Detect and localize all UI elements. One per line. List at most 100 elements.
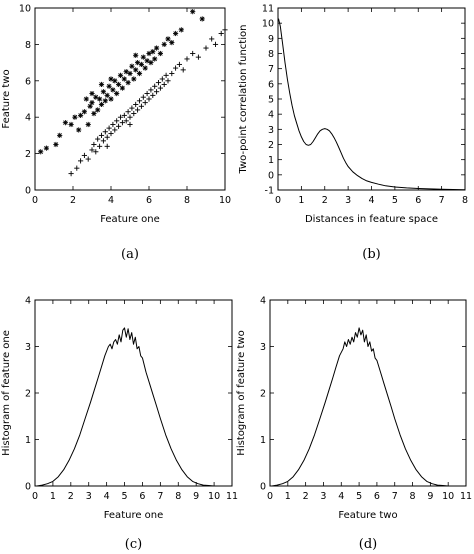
plus-point — [140, 94, 146, 100]
plus-point — [150, 92, 156, 98]
plus-point — [108, 130, 114, 137]
x-tick-label: 6 — [139, 491, 145, 502]
star-point — [152, 56, 158, 62]
star-point — [136, 70, 143, 77]
plus-point — [121, 112, 127, 118]
x-tick-label: 8 — [175, 491, 181, 502]
x-tick-label: 3 — [320, 491, 326, 502]
plus-point — [98, 132, 105, 138]
star-point — [178, 27, 184, 33]
star-point — [78, 112, 84, 118]
star-point — [102, 98, 108, 104]
series-line — [278, 18, 466, 191]
star-point — [38, 149, 44, 155]
x-tick-label: 11 — [226, 491, 238, 502]
x-tick-label: 2 — [68, 491, 74, 502]
star-point — [98, 101, 105, 108]
star-point — [53, 141, 59, 148]
x-axis-label: Feature two — [338, 510, 397, 521]
x-tick-label: 8 — [462, 195, 468, 206]
star-point — [76, 127, 82, 133]
plus-point — [112, 127, 118, 133]
x-tick-label: 3 — [86, 491, 92, 502]
x-tick-label: 7 — [157, 491, 163, 502]
star-point — [62, 120, 68, 126]
y-tick-label: 0 — [268, 170, 274, 181]
plus-point — [116, 123, 122, 129]
star-point — [85, 121, 91, 128]
x-tick-label: 4 — [108, 195, 114, 206]
plus-point — [161, 81, 167, 88]
plus-point — [125, 109, 131, 115]
star-point — [199, 16, 205, 22]
y-tick-label: 8 — [268, 49, 274, 60]
plot-frame — [277, 7, 466, 191]
plus-point — [81, 152, 87, 159]
x-axis-label: Distances in feature space — [305, 214, 438, 225]
y-tick-label: 3 — [25, 342, 31, 353]
x-tick-label: 9 — [427, 491, 433, 502]
plot-frame — [269, 299, 467, 487]
y-tick-label: 2 — [25, 149, 31, 160]
star-point — [133, 67, 139, 73]
plus-point — [104, 143, 110, 149]
plot-frame — [34, 7, 226, 191]
plus-point — [184, 56, 190, 62]
star-point — [117, 72, 124, 78]
plus-point — [127, 114, 133, 120]
plus-point — [74, 165, 80, 171]
x-tick-label: 0 — [32, 491, 38, 502]
plus-point — [123, 118, 129, 124]
panel-caption: (d) — [359, 537, 377, 552]
panel-caption: (a) — [121, 247, 139, 262]
plus-point — [133, 101, 139, 108]
y-tick-label: 1 — [260, 435, 266, 446]
x-tick-label: 6 — [415, 195, 421, 206]
y-tick-label: 4 — [25, 296, 31, 307]
plus-point — [190, 50, 196, 57]
plus-point — [97, 143, 103, 149]
star-point — [125, 80, 131, 86]
series-line — [36, 327, 220, 487]
star-point — [138, 61, 144, 68]
y-tick-label: 11 — [262, 4, 274, 15]
star-point — [95, 107, 101, 113]
star-point — [104, 92, 110, 98]
y-tick-label: 6 — [25, 76, 31, 87]
star-point — [144, 58, 150, 64]
panel-caption: (c) — [125, 537, 142, 552]
plus-point — [212, 41, 219, 47]
star-point — [106, 83, 112, 89]
x-tick-label: 5 — [122, 491, 128, 502]
star-point — [89, 100, 95, 106]
star-point — [72, 114, 78, 120]
plus-point — [117, 114, 124, 120]
series-line — [271, 327, 454, 487]
y-tick-label: 0 — [25, 482, 31, 493]
x-tick-label: 8 — [410, 491, 416, 502]
star-point — [43, 145, 49, 151]
x-tick-label: 1 — [50, 491, 56, 502]
plus-point — [78, 158, 84, 164]
plus-point — [176, 61, 182, 68]
star-point — [116, 81, 122, 88]
star-point — [91, 110, 97, 117]
star-point — [148, 60, 154, 66]
y-tick-label: 8 — [25, 40, 31, 51]
plus-point — [131, 110, 137, 117]
star-point — [157, 50, 163, 57]
x-tick-label: 2 — [303, 491, 309, 502]
plot-frame — [34, 299, 233, 487]
star-point — [169, 39, 175, 46]
plus-point — [114, 118, 120, 124]
plus-point — [157, 85, 163, 91]
plus-point — [68, 171, 74, 177]
star-point — [110, 87, 116, 93]
y-tick-label: 1 — [25, 435, 31, 446]
plus-point — [89, 147, 95, 153]
y-tick-label: 4 — [260, 296, 266, 307]
star-point — [121, 76, 127, 82]
star-point — [89, 90, 95, 97]
x-tick-label: 0 — [267, 491, 273, 502]
